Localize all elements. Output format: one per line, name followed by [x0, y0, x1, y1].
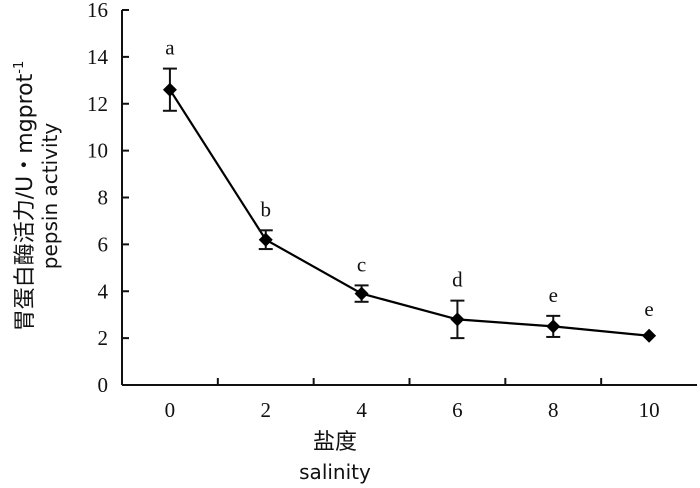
data-point-marker [354, 286, 369, 301]
y-tick-label: 4 [98, 279, 109, 303]
y-tick-label: 16 [87, 0, 108, 22]
x-tick-label: 4 [356, 398, 367, 422]
y-tick-label: 0 [98, 373, 109, 397]
y-tick-label: 8 [98, 186, 109, 210]
data-point-marker [642, 328, 657, 343]
y-tick-label: 10 [87, 139, 108, 163]
y-tick-label: 14 [87, 45, 109, 69]
y-axis-title-en: pepsin activity [38, 123, 62, 270]
y-axis-title-group: 胃蛋白酶活力/U・mgprot-1 [12, 61, 38, 332]
axes [121, 10, 697, 386]
x-axis-title-cn: 盐度 [313, 430, 357, 455]
series-line [168, 89, 650, 337]
data-point-marker [546, 319, 561, 334]
x-tick-label: 2 [261, 398, 272, 422]
y-tick-label: 6 [98, 232, 109, 256]
significance-label: e [549, 283, 558, 307]
y-tick-label: 12 [87, 92, 108, 116]
y-axis-title-cn: 胃蛋白酶活力/U・mgprot-1 [12, 61, 38, 332]
data-point-marker [162, 82, 177, 97]
significance-label: b [261, 197, 272, 221]
x-tick-label: 6 [452, 398, 463, 422]
x-tick-label: 8 [548, 398, 559, 422]
y-axis-title-cn-main: 胃蛋白酶活力/U・mgprot [13, 73, 38, 331]
data-point-marker [450, 312, 465, 327]
significance-label: a [165, 36, 175, 60]
x-tick-label: 0 [165, 398, 176, 422]
significance-label: d [452, 268, 463, 292]
y-axis-title-superscript: -1 [12, 61, 27, 74]
y-axis-title-en-group: pepsin activity [38, 123, 62, 270]
significance-label: e [644, 297, 653, 321]
y-tick-label: 2 [98, 326, 109, 350]
series-layer: a b c d e e [162, 36, 657, 343]
y-ticks: 0 2 4 6 8 10 12 14 16 [87, 0, 129, 397]
x-tick-label: 10 [639, 398, 660, 422]
x-ticks: 0 2 4 6 8 10 [165, 378, 660, 422]
data-point-marker [258, 232, 273, 247]
significance-label: c [357, 252, 366, 276]
x-axis-title-en: salinity [299, 460, 371, 484]
